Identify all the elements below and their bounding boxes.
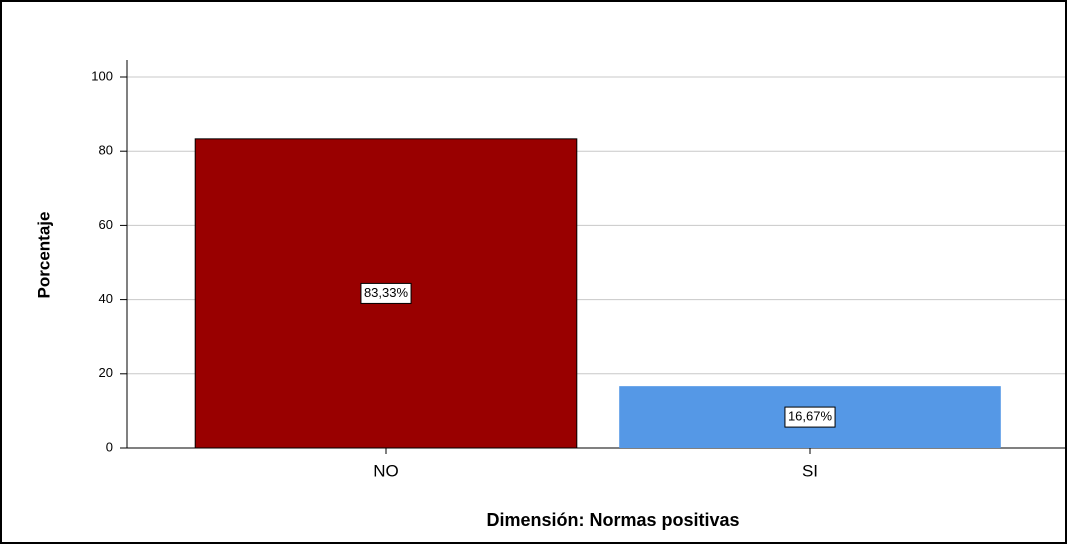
- x-tick-label: SI: [802, 461, 818, 480]
- x-axis-label: Dimensión: Normas positivas: [486, 510, 739, 530]
- y-tick-label: 20: [99, 365, 113, 380]
- y-axis-label: Porcentaje: [34, 212, 53, 299]
- value-label: 83,33%: [364, 285, 409, 300]
- value-label-box: [784, 406, 836, 428]
- y-tick-label: 40: [99, 291, 113, 306]
- value-label-box: [360, 282, 412, 304]
- y-tick-label: 0: [106, 439, 113, 454]
- y-tick-label: 100: [91, 68, 113, 83]
- value-label: 16,67%: [788, 409, 833, 424]
- x-tick-label: NO: [373, 461, 399, 480]
- y-tick-label: 60: [99, 217, 113, 232]
- y-tick-label: 80: [99, 143, 113, 158]
